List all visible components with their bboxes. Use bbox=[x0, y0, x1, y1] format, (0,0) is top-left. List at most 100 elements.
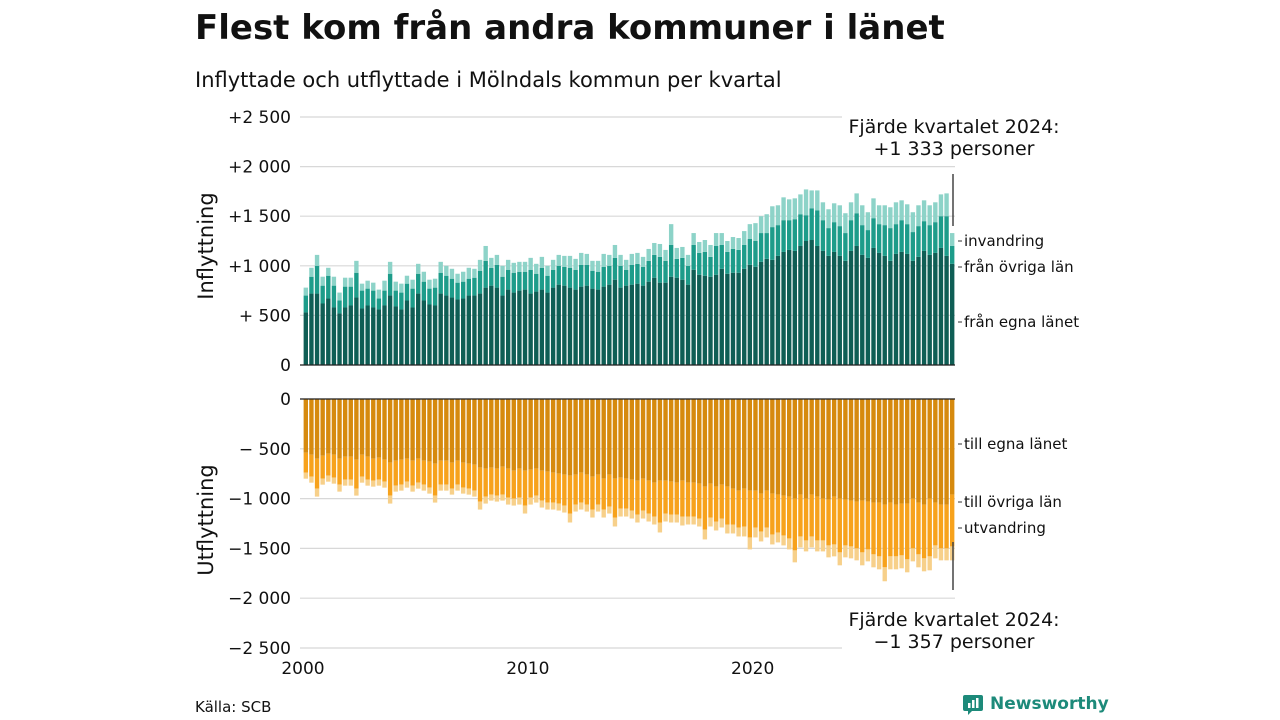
inflow-bar-2-77 bbox=[736, 238, 741, 250]
inflow-bar-0-88 bbox=[798, 245, 803, 365]
inflow-bar-1-53 bbox=[601, 266, 606, 287]
inflow-bar-2-74 bbox=[719, 233, 724, 245]
outflow-bar-2-75 bbox=[725, 524, 730, 534]
outflow-bar-0-108 bbox=[910, 399, 916, 499]
inflow-bar-0-89 bbox=[803, 241, 809, 365]
inflow-bar-1-25 bbox=[444, 275, 449, 296]
inflow-bar-2-43 bbox=[545, 265, 550, 276]
outflow-bar-1-99 bbox=[860, 500, 865, 553]
inflow-bar-2-35 bbox=[500, 265, 505, 277]
outflow-bar-0-67 bbox=[680, 399, 685, 481]
outflow-bars bbox=[300, 398, 955, 582]
outflow-bar-1-8 bbox=[348, 456, 353, 480]
outflow-bar-0-81 bbox=[758, 399, 764, 494]
inflow-bar-2-106 bbox=[899, 200, 904, 221]
outflow-bar-0-115 bbox=[950, 399, 955, 495]
outflow-bar-1-35 bbox=[500, 466, 505, 495]
inflow-bar-2-38 bbox=[517, 261, 522, 272]
inflow-bar-2-93 bbox=[826, 209, 831, 229]
outflow-bar-2-114 bbox=[944, 548, 949, 561]
outflow-bar-1-88 bbox=[798, 494, 803, 537]
outflow-bar-0-39 bbox=[522, 399, 528, 471]
inflow-bar-0-97 bbox=[848, 250, 854, 365]
inflow-bar-2-91 bbox=[815, 190, 820, 211]
outflow-bar-0-95 bbox=[837, 399, 842, 499]
outflow-bar-1-109 bbox=[916, 502, 921, 555]
brand-logo[interactable]: Newsworthy bbox=[962, 693, 1109, 715]
inflow-bar-1-35 bbox=[500, 276, 505, 296]
outflow-bar-1-66 bbox=[674, 482, 679, 515]
outflow-bar-2-104 bbox=[888, 556, 893, 570]
inflow-bar-1-78 bbox=[742, 244, 747, 269]
inflow-bar-2-40 bbox=[528, 257, 533, 270]
outflow-bar-0-21 bbox=[421, 399, 427, 461]
inflow-bar-1-63 bbox=[657, 256, 663, 283]
outflow-bar-2-33 bbox=[489, 494, 494, 501]
outflow-bar-0-73 bbox=[713, 399, 719, 487]
inflow-bar-0-54 bbox=[607, 284, 612, 365]
outflow-bar-0-2 bbox=[314, 399, 320, 459]
outflow-bar-2-108 bbox=[910, 548, 916, 562]
outflow-bar-1-90 bbox=[809, 494, 814, 537]
inflow-bar-1-32 bbox=[483, 260, 488, 288]
inflow-bar-2-0 bbox=[303, 287, 308, 296]
bottom-annotation-line1: Fjärde kvartalet 2024: bbox=[848, 609, 1059, 631]
inflow-bar-0-45 bbox=[556, 284, 561, 365]
outflow-bar-2-35 bbox=[500, 494, 505, 501]
inflow-bar-2-33 bbox=[489, 257, 494, 268]
inflow-bar-2-48 bbox=[573, 258, 578, 270]
inflow-bar-1-19 bbox=[410, 288, 415, 308]
x-axis: 2000 2010 2020 bbox=[281, 659, 774, 679]
inflow-bar-2-104 bbox=[888, 207, 893, 229]
inflow-bar-0-70 bbox=[697, 274, 702, 365]
inflow-bar-1-42 bbox=[539, 267, 545, 290]
outflow-bar-2-88 bbox=[798, 536, 803, 548]
x-tick-label: 2020 bbox=[731, 659, 774, 679]
inflow-bar-0-86 bbox=[787, 249, 792, 365]
outflow-bar-0-33 bbox=[489, 399, 494, 468]
outflow-bar-1-108 bbox=[910, 498, 916, 549]
outflow-bar-1-113 bbox=[938, 504, 944, 549]
inflow-bar-1-93 bbox=[826, 228, 831, 256]
outflow-bar-1-112 bbox=[933, 502, 938, 546]
inflow-bar-2-50 bbox=[584, 253, 590, 265]
inflow-bar-0-22 bbox=[427, 304, 432, 365]
outflow-bar-1-89 bbox=[803, 498, 809, 541]
outflow-bar-0-82 bbox=[764, 399, 769, 491]
outflow-bar-1-72 bbox=[708, 483, 713, 518]
outflow-bar-0-31 bbox=[477, 399, 483, 468]
outflow-bar-2-73 bbox=[713, 521, 719, 531]
inflow-bar-0-113 bbox=[938, 247, 944, 365]
outflow-bar-0-13 bbox=[376, 399, 382, 458]
outflow-bar-2-25 bbox=[444, 484, 449, 491]
inflow-bar-0-18 bbox=[404, 300, 410, 365]
outflow-bar-2-64 bbox=[663, 513, 668, 522]
outflow-bar-2-49 bbox=[579, 502, 584, 510]
outflow-bar-0-62 bbox=[652, 399, 657, 483]
outflow-bar-0-26 bbox=[449, 399, 455, 463]
inflow-bar-1-59 bbox=[635, 263, 640, 284]
inflow-bar-2-3 bbox=[320, 276, 325, 286]
inflow-bar-2-62 bbox=[652, 242, 657, 255]
inflow-bar-2-12 bbox=[371, 282, 376, 291]
inflow-bar-1-96 bbox=[843, 233, 848, 261]
outflow-bar-0-109 bbox=[916, 399, 921, 503]
inflow-bar-1-66 bbox=[674, 258, 679, 278]
inflow-bar-1-86 bbox=[787, 220, 792, 250]
inflow-bar-2-94 bbox=[831, 203, 837, 223]
inflow-bar-2-49 bbox=[579, 252, 584, 265]
inflow-bar-0-92 bbox=[820, 250, 826, 365]
outflow-bar-2-26 bbox=[449, 488, 455, 495]
inflow-bar-1-30 bbox=[472, 277, 477, 296]
inflow-bar-0-50 bbox=[584, 285, 590, 365]
outflow-bar-1-30 bbox=[472, 464, 477, 491]
outflow-bar-1-100 bbox=[865, 501, 871, 550]
outflow-bar-2-32 bbox=[483, 496, 488, 504]
inflow-bar-2-2 bbox=[314, 254, 320, 266]
inflow-bar-0-63 bbox=[657, 282, 663, 365]
outflow-bar-1-26 bbox=[449, 462, 455, 489]
outflow-bar-2-94 bbox=[831, 544, 837, 557]
outflow-bar-0-86 bbox=[787, 399, 792, 497]
top-y-axis: 0 + 500 +1 000 +1 500 +2 000 +2 500 bbox=[228, 108, 291, 376]
